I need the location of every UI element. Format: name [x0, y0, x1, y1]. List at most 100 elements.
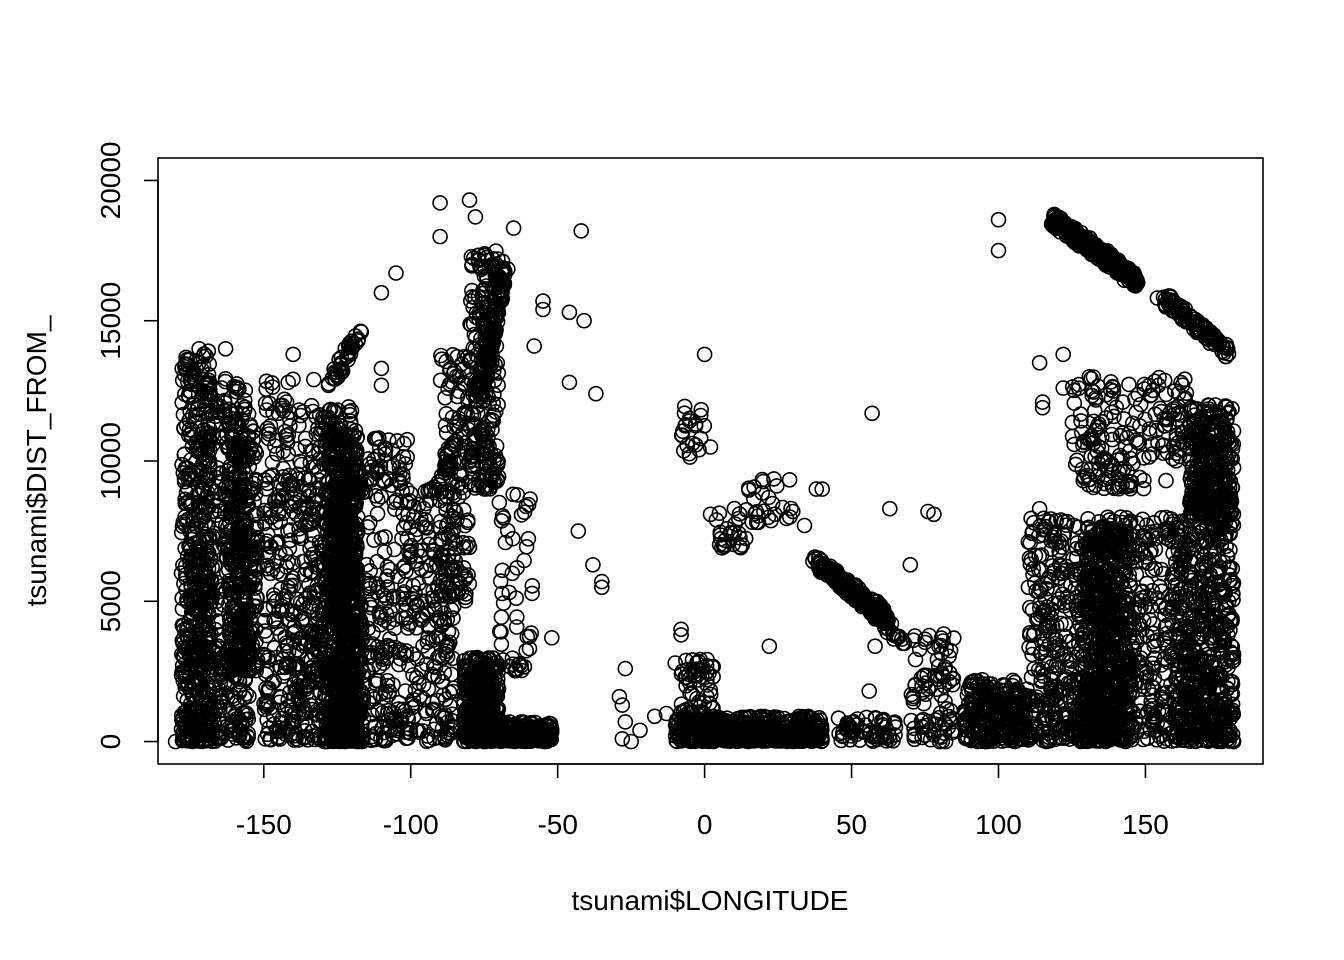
data-point: [258, 480, 274, 497]
data-point: [200, 604, 217, 621]
data-point: [201, 456, 218, 473]
data-point: [290, 705, 307, 722]
data-point: [183, 429, 200, 446]
data-point: [264, 375, 280, 391]
data-point: [206, 678, 222, 695]
data-point: [248, 445, 265, 462]
data-point: [362, 715, 379, 731]
data-point: [368, 576, 385, 592]
data-point: [367, 731, 384, 748]
data-point: [358, 556, 375, 573]
data-point: [258, 627, 275, 644]
data-point: [297, 430, 314, 447]
data-point: [286, 660, 302, 676]
data-point: [232, 487, 248, 504]
data-point: [268, 535, 284, 552]
data-point: [231, 435, 247, 452]
data-point: [259, 533, 275, 549]
data-point: [346, 658, 363, 675]
data-point: [203, 594, 219, 611]
data-point: [290, 471, 306, 488]
data-point: [781, 471, 798, 488]
data-point: [289, 656, 305, 672]
data-point: [508, 609, 525, 625]
data-point: [259, 475, 276, 492]
data-point: [303, 442, 320, 459]
data-point: [186, 525, 203, 542]
data-point: [222, 576, 238, 593]
data-point: [173, 524, 190, 541]
data-point: [343, 541, 360, 558]
data-point: [321, 402, 337, 419]
data-point: [302, 585, 318, 601]
data-point: [206, 645, 223, 662]
data-point: [395, 505, 411, 522]
data-point: [229, 471, 246, 488]
data-point: [243, 542, 260, 559]
data-point: [207, 394, 224, 411]
data-point: [200, 366, 217, 383]
data-point: [257, 612, 273, 629]
data-point: [277, 423, 293, 440]
data-point: [265, 598, 282, 615]
data-point: [298, 728, 314, 745]
data-point: [201, 372, 217, 389]
data-point: [198, 384, 214, 401]
data-point: [491, 494, 508, 511]
data-point: [320, 455, 337, 472]
data-point: [345, 715, 362, 731]
data-point: [377, 529, 393, 545]
data-point: [385, 588, 402, 605]
data-point: [188, 518, 204, 535]
data-point: [269, 730, 286, 747]
data-point: [197, 515, 214, 531]
data-point: [176, 473, 193, 490]
data-point: [228, 544, 245, 561]
data-point: [294, 553, 311, 570]
data-point: [334, 721, 351, 738]
data-point: [398, 730, 415, 747]
data-point: [398, 563, 414, 579]
data-point: [359, 644, 376, 661]
data-point: [215, 694, 231, 710]
data-point: [292, 453, 308, 470]
data-point: [212, 430, 228, 446]
data-point: [199, 725, 215, 742]
data-point: [179, 620, 195, 636]
data-point: [366, 532, 382, 548]
data-point: [361, 514, 378, 531]
data-point: [186, 594, 202, 611]
data-point: [180, 387, 197, 404]
data-point: [332, 590, 348, 606]
data-point: [394, 483, 411, 499]
data-point: [330, 688, 346, 704]
data-point: [350, 606, 367, 622]
data-point: [198, 709, 215, 726]
data-point: [219, 689, 236, 705]
data-point: [291, 417, 307, 434]
data-point: [285, 371, 301, 388]
data-point: [397, 683, 414, 699]
data-point: [222, 611, 239, 627]
data-point: [360, 620, 377, 637]
data-point: [267, 492, 284, 509]
data-point: [387, 611, 403, 628]
data-point: [269, 620, 286, 636]
data-point: [238, 705, 255, 722]
data-point: [399, 431, 416, 448]
data-point: [203, 503, 220, 520]
data-point: [239, 643, 255, 659]
data-point: [398, 643, 415, 659]
data-point: [343, 616, 359, 633]
data-point: [379, 559, 396, 575]
data-point: [346, 537, 363, 553]
data-point: [226, 619, 243, 636]
data-point: [320, 487, 337, 504]
data-point: [228, 505, 245, 522]
data-point: [360, 663, 377, 679]
data-point: [346, 556, 362, 572]
data-point: [290, 732, 307, 748]
data-point: [493, 609, 510, 626]
data-point: [377, 684, 394, 701]
